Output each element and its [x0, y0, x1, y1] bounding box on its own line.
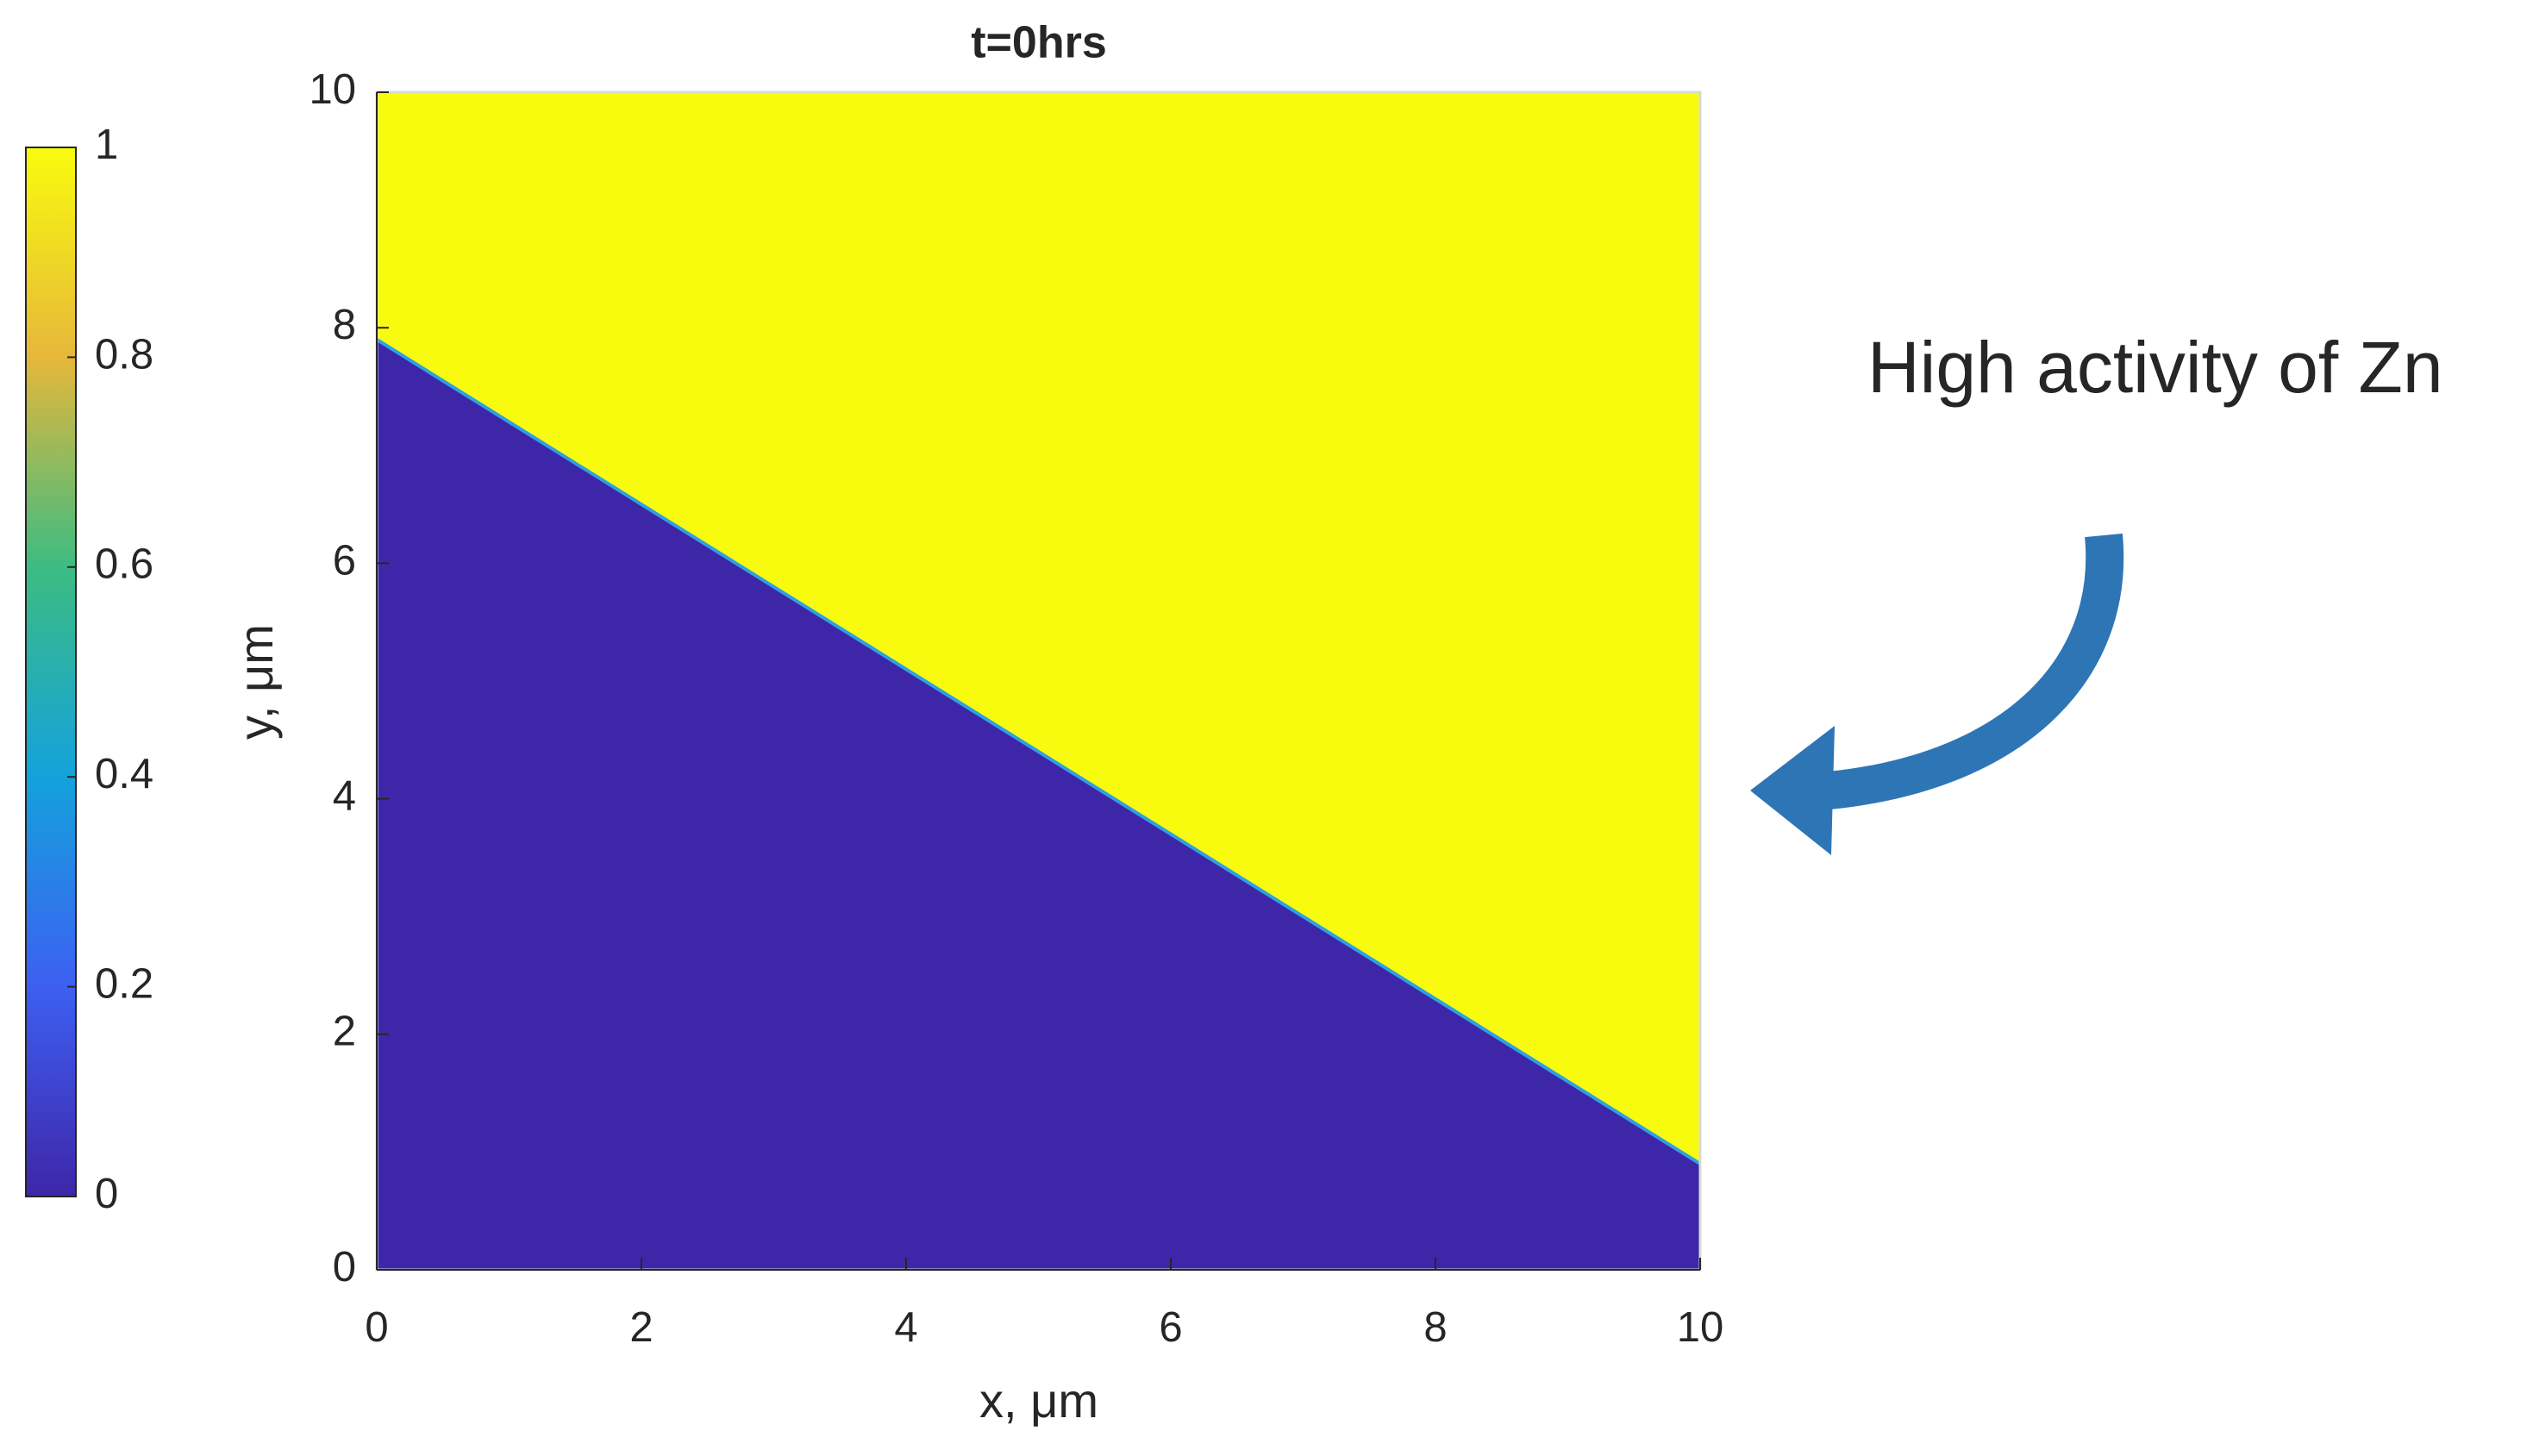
- colorbar-tick-label: 0.4: [95, 751, 153, 797]
- x-tick-label: 4: [894, 1304, 917, 1351]
- x-tick-label: 2: [629, 1304, 653, 1351]
- upper-region: [377, 92, 1700, 1165]
- arrow: [1750, 533, 2124, 855]
- y-tick-label: 4: [333, 773, 356, 820]
- y-tick-label: 8: [333, 302, 356, 348]
- annotation: High activity of Zn: [1867, 327, 2443, 408]
- arrow-head: [1750, 726, 1835, 855]
- arrow-shaft: [1817, 533, 2124, 810]
- lower-region: [377, 339, 1700, 1270]
- y-tick-label: 2: [333, 1009, 356, 1055]
- x-axis-label: x, μm: [979, 1373, 1098, 1428]
- x-tick-label: 8: [1423, 1304, 1447, 1351]
- x-tick-label: 6: [1159, 1304, 1182, 1351]
- colorbar-tick-label: 0.2: [95, 961, 153, 1008]
- colorbar: [25, 147, 77, 1197]
- chart-title: t=0hrs: [971, 18, 1107, 68]
- colorbar-tick-label: 0.6: [95, 541, 153, 588]
- colorbar-tick-label: 0.8: [95, 331, 153, 378]
- y-tick-label: 6: [333, 537, 356, 584]
- colorbar-tick-label: 1: [95, 122, 118, 168]
- plot-area: [375, 92, 1702, 1270]
- y-axis-label: y, μm: [228, 624, 283, 740]
- interface-line: [375, 338, 1702, 1165]
- y-tick-label: 10: [309, 66, 356, 113]
- colorbar-tick-label: 0: [95, 1171, 118, 1217]
- x-tick-label: 10: [1677, 1304, 1724, 1351]
- x-tick-label: 0: [365, 1304, 388, 1351]
- y-tick-label: 0: [333, 1244, 356, 1290]
